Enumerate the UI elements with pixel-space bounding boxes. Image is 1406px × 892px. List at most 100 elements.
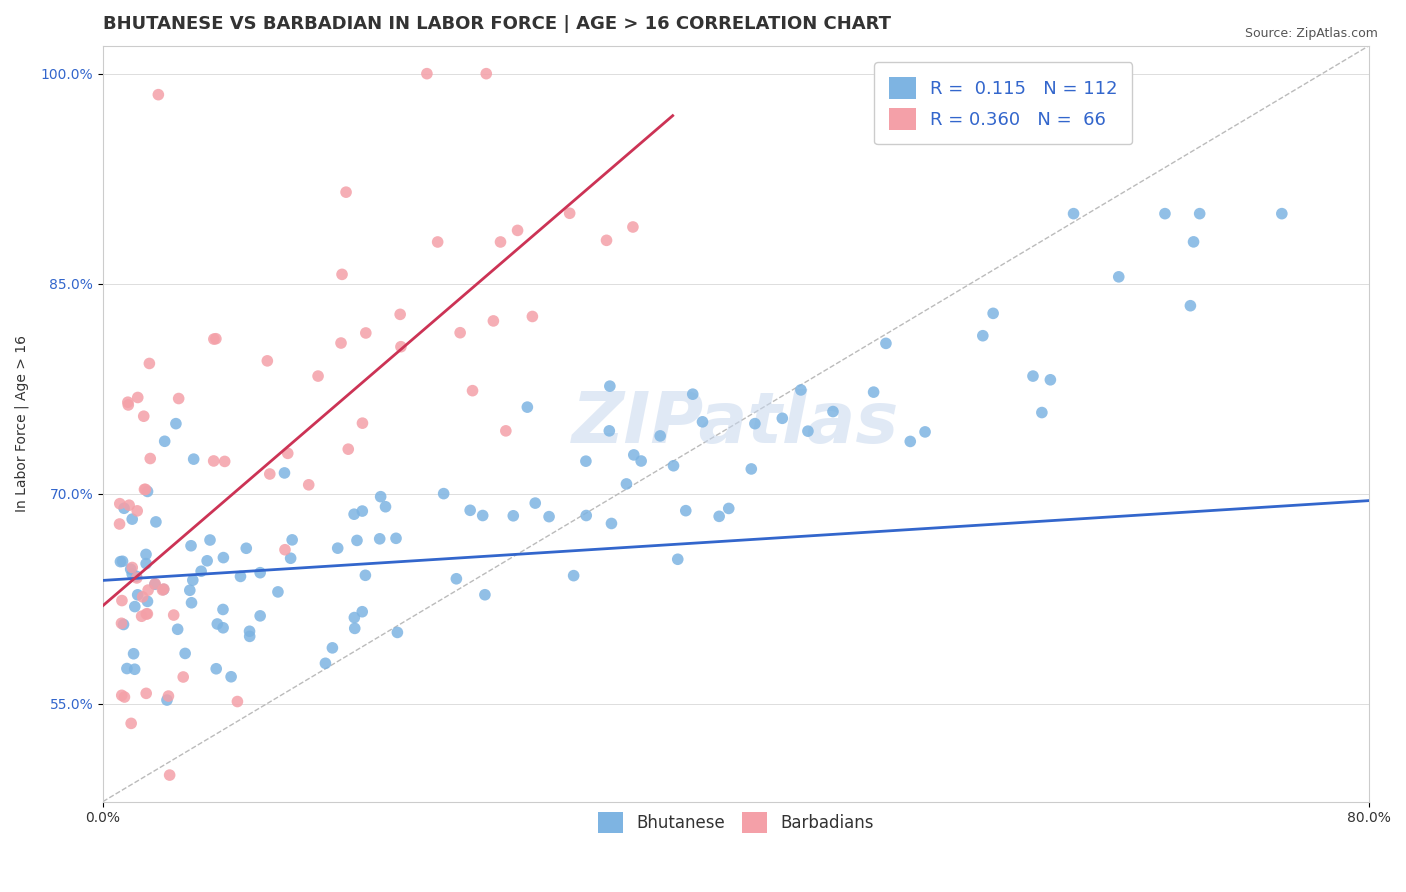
- Bhutanese: [179, 583, 201, 598]
- Bhutanese: [562, 568, 585, 582]
- Bhutanese: [599, 379, 621, 393]
- Bhutanese: [111, 554, 134, 568]
- Bhutanese: [136, 484, 159, 499]
- Bhutanese: [181, 573, 204, 587]
- Bhutanese: [115, 661, 138, 675]
- Bhutanese: [623, 448, 645, 462]
- Barbadians: [117, 398, 139, 412]
- Bhutanese: [183, 452, 205, 467]
- Bhutanese: [238, 624, 260, 639]
- Barbadians: [125, 571, 148, 585]
- Bhutanese: [326, 541, 349, 556]
- Barbadians: [335, 185, 357, 199]
- Bhutanese: [219, 670, 242, 684]
- Bhutanese: [385, 531, 408, 545]
- Bhutanese: [346, 533, 368, 548]
- Bhutanese: [207, 617, 229, 632]
- Bhutanese: [239, 629, 262, 643]
- Bhutanese: [744, 417, 766, 431]
- Bhutanese: [538, 509, 561, 524]
- Barbadians: [461, 384, 484, 398]
- Bhutanese: [471, 508, 494, 523]
- Barbadians: [389, 340, 412, 354]
- Bhutanese: [267, 585, 290, 599]
- Bhutanese: [474, 588, 496, 602]
- Barbadians: [475, 67, 498, 81]
- Barbadians: [506, 223, 529, 237]
- Barbadians: [389, 307, 412, 321]
- Bhutanese: [675, 504, 697, 518]
- Bhutanese: [575, 454, 598, 468]
- Barbadians: [135, 686, 157, 700]
- Barbadians: [135, 607, 157, 621]
- Bhutanese: [1271, 207, 1294, 221]
- Bhutanese: [790, 383, 813, 397]
- Barbadians: [131, 609, 153, 624]
- Bhutanese: [598, 424, 620, 438]
- Text: Source: ZipAtlas.com: Source: ZipAtlas.com: [1244, 27, 1378, 40]
- Legend: Bhutanese, Barbadians: Bhutanese, Barbadians: [585, 799, 887, 847]
- Barbadians: [354, 326, 377, 340]
- Bhutanese: [212, 550, 235, 565]
- Bhutanese: [972, 328, 994, 343]
- Bhutanese: [249, 566, 271, 580]
- Y-axis label: In Labor Force | Age > 16: In Labor Force | Age > 16: [15, 335, 30, 512]
- Bhutanese: [180, 539, 202, 553]
- Barbadians: [426, 235, 449, 249]
- Barbadians: [167, 392, 190, 406]
- Barbadians: [172, 670, 194, 684]
- Bhutanese: [112, 501, 135, 516]
- Barbadians: [205, 332, 228, 346]
- Bhutanese: [740, 462, 762, 476]
- Barbadians: [416, 67, 439, 81]
- Bhutanese: [352, 504, 374, 518]
- Bhutanese: [387, 625, 409, 640]
- Bhutanese: [370, 490, 392, 504]
- Bhutanese: [198, 533, 221, 547]
- Bhutanese: [650, 429, 672, 443]
- Bhutanese: [707, 509, 730, 524]
- Bhutanese: [1180, 299, 1202, 313]
- Bhutanese: [280, 551, 302, 566]
- Bhutanese: [1154, 207, 1177, 221]
- Bhutanese: [898, 434, 921, 449]
- Bhutanese: [135, 557, 157, 571]
- Barbadians: [121, 560, 143, 574]
- Bhutanese: [343, 610, 366, 624]
- Bhutanese: [121, 567, 143, 582]
- Bhutanese: [190, 564, 212, 578]
- Bhutanese: [120, 562, 142, 576]
- Bhutanese: [914, 425, 936, 439]
- Bhutanese: [981, 306, 1004, 320]
- Bhutanese: [875, 336, 897, 351]
- Bhutanese: [229, 569, 252, 583]
- Bhutanese: [862, 385, 884, 400]
- Bhutanese: [616, 477, 638, 491]
- Bhutanese: [343, 621, 366, 635]
- Bhutanese: [314, 657, 336, 671]
- Bhutanese: [502, 508, 524, 523]
- Bhutanese: [127, 588, 149, 602]
- Barbadians: [111, 689, 134, 703]
- Barbadians: [138, 356, 160, 370]
- Bhutanese: [1188, 207, 1211, 221]
- Barbadians: [110, 616, 132, 631]
- Bhutanese: [145, 515, 167, 529]
- Barbadians: [330, 336, 353, 351]
- Bhutanese: [682, 387, 704, 401]
- Bhutanese: [110, 555, 132, 569]
- Bhutanese: [458, 503, 481, 517]
- Barbadians: [449, 326, 471, 340]
- Barbadians: [108, 497, 131, 511]
- Bhutanese: [152, 582, 174, 597]
- Bhutanese: [180, 596, 202, 610]
- Bhutanese: [630, 454, 652, 468]
- Bhutanese: [516, 400, 538, 414]
- Bhutanese: [717, 501, 740, 516]
- Barbadians: [139, 451, 162, 466]
- Barbadians: [118, 498, 141, 512]
- Barbadians: [259, 467, 281, 481]
- Barbadians: [152, 582, 174, 596]
- Bhutanese: [433, 486, 456, 500]
- Bhutanese: [368, 532, 391, 546]
